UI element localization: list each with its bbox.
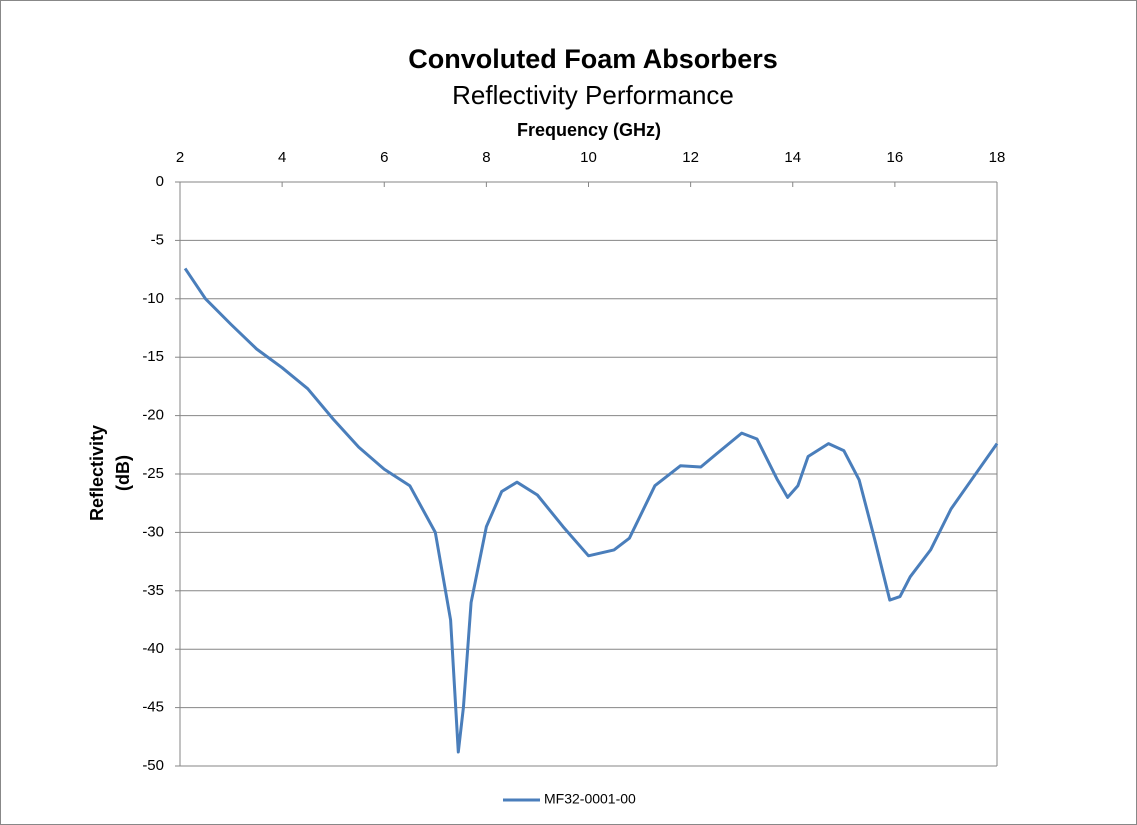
y-axis-label: (dB) [113, 455, 133, 491]
y-tick-label: -30 [142, 523, 164, 540]
y-tick-label: -50 [142, 757, 164, 774]
x-tick-label: 8 [482, 149, 490, 166]
x-tick-label: 18 [989, 149, 1006, 166]
chart-subtitle: Reflectivity Performance [452, 80, 734, 110]
y-tick-label: -40 [142, 640, 164, 657]
x-tick-label: 14 [784, 149, 801, 166]
y-tick-label: -45 [142, 699, 164, 716]
data-line [183, 267, 999, 754]
y-tick-label: -35 [142, 582, 164, 599]
y-tick-label: 0 [156, 173, 164, 190]
y-tick-label: -25 [142, 465, 164, 482]
y-tick-label: -10 [142, 290, 164, 307]
y-axis-label: Reflectivity [87, 425, 107, 521]
y-tick-label: -5 [151, 231, 164, 248]
x-tick-label: 16 [887, 149, 904, 166]
x-tick-label: 12 [682, 149, 699, 166]
x-tick-label: 2 [176, 149, 184, 166]
x-tick-label: 4 [278, 149, 286, 166]
y-tick-label: -15 [142, 348, 164, 365]
x-tick-label: 10 [580, 149, 597, 166]
legend-label: MF32-0001-00 [544, 791, 636, 807]
y-tick-label: -20 [142, 407, 164, 424]
x-tick-label: 6 [380, 149, 388, 166]
x-axis-label: Frequency (GHz) [517, 120, 661, 140]
chart-title: Convoluted Foam Absorbers [408, 44, 778, 74]
